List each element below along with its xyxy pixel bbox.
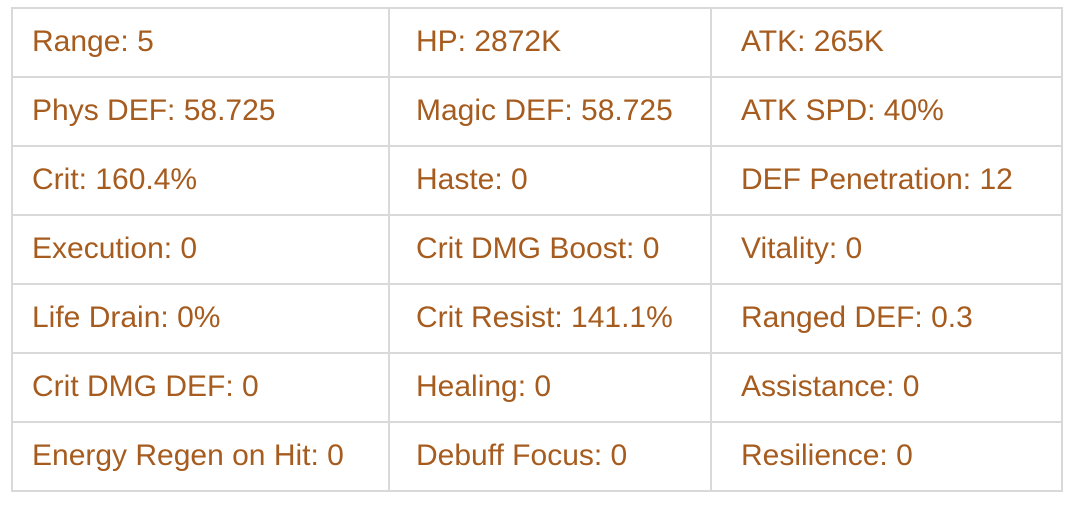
stat-cell-crit-resist: Crit Resist: 141.1% <box>388 283 712 354</box>
stat-cell-range: Range: 5 <box>11 7 390 78</box>
stat-cell-crit-dmg-boost: Crit DMG Boost: 0 <box>388 214 712 285</box>
stats-row: Crit DMG DEF: 0 Healing: 0 Assistance: 0 <box>11 352 1063 423</box>
stat-cell-haste: Haste: 0 <box>388 145 712 216</box>
stat-cell-healing: Healing: 0 <box>388 352 712 423</box>
stat-cell-debuff-focus: Debuff Focus: 0 <box>388 421 712 492</box>
stat-cell-vitality: Vitality: 0 <box>710 214 1063 285</box>
stat-cell-atk: ATK: 265K <box>710 7 1063 78</box>
stats-row: Life Drain: 0% Crit Resist: 141.1% Range… <box>11 283 1063 354</box>
stats-row: Execution: 0 Crit DMG Boost: 0 Vitality:… <box>11 214 1063 285</box>
stat-cell-crit: Crit: 160.4% <box>11 145 390 216</box>
stat-cell-energy-regen-on-hit: Energy Regen on Hit: 0 <box>11 421 390 492</box>
stat-cell-atk-spd: ATK SPD: 40% <box>710 76 1063 147</box>
stat-cell-resilience: Resilience: 0 <box>710 421 1063 492</box>
stat-cell-phys-def: Phys DEF: 58.725 <box>11 76 390 147</box>
stats-row: Energy Regen on Hit: 0 Debuff Focus: 0 R… <box>11 421 1063 492</box>
stats-row: Range: 5 HP: 2872K ATK: 265K <box>11 7 1063 78</box>
stats-row: Crit: 160.4% Haste: 0 DEF Penetration: 1… <box>11 145 1063 216</box>
stat-cell-hp: HP: 2872K <box>388 7 712 78</box>
stat-cell-assistance: Assistance: 0 <box>710 352 1063 423</box>
stat-cell-ranged-def: Ranged DEF: 0.3 <box>710 283 1063 354</box>
stat-cell-life-drain: Life Drain: 0% <box>11 283 390 354</box>
stat-cell-crit-dmg-def: Crit DMG DEF: 0 <box>11 352 390 423</box>
stat-cell-execution: Execution: 0 <box>11 214 390 285</box>
stats-table: Range: 5 HP: 2872K ATK: 265K Phys DEF: 5… <box>11 7 1063 492</box>
stat-cell-def-penetration: DEF Penetration: 12 <box>710 145 1063 216</box>
stats-row: Phys DEF: 58.725 Magic DEF: 58.725 ATK S… <box>11 76 1063 147</box>
stat-cell-magic-def: Magic DEF: 58.725 <box>388 76 712 147</box>
